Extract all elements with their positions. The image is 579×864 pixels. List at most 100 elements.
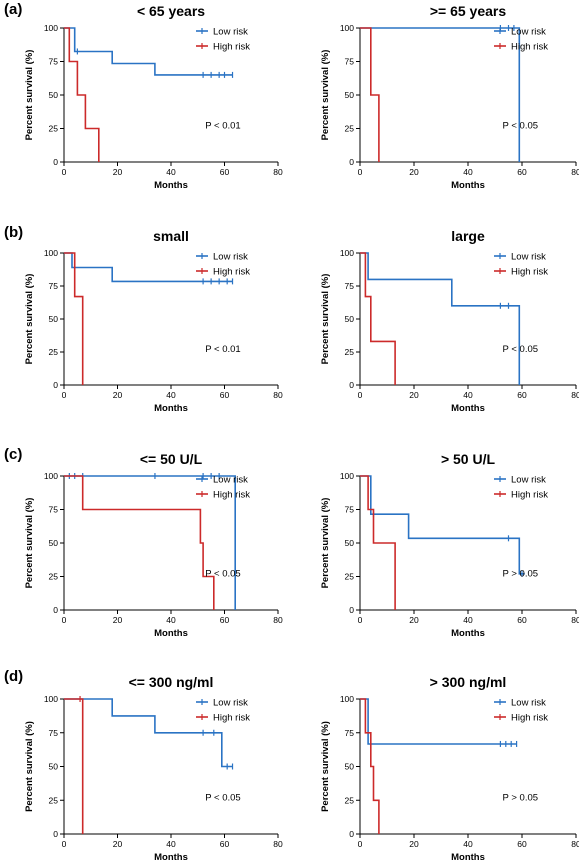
chart-le50-series-high-risk-line <box>64 475 215 610</box>
chart-large-legend-low-risk-label: Low risk <box>511 252 546 263</box>
chart-large-y-tick-label: 25 <box>345 347 355 357</box>
panel-label-d: (d) <box>4 668 23 685</box>
chart-le50-x-tick-label: 80 <box>273 615 283 625</box>
chart-lt65-x-tick-label: 80 <box>273 167 283 177</box>
chart-ge65-title: >= 65 years <box>430 3 507 19</box>
chart-small-x-tick-label: 80 <box>273 390 283 400</box>
chart-gt300-y-tick-label: 100 <box>340 694 354 704</box>
chart-le300-series-high-risk-line <box>64 698 84 834</box>
chart-le300-x-tick-label: 0 <box>62 839 67 849</box>
chart-gt300-y-axis-label: Percent survival (%) <box>320 721 331 812</box>
chart-ge65-y-tick-label: 75 <box>345 57 355 67</box>
chart-lt65-y-tick-label: 50 <box>49 90 59 100</box>
chart-ge65-legend-low-risk-label: Low risk <box>511 27 546 38</box>
chart-le300-x-tick-label: 80 <box>273 839 283 849</box>
chart-ge65-series-low-risk-line <box>360 27 521 162</box>
chart-small-y-tick-label: 50 <box>49 314 59 324</box>
chart-small: small 0 20 40 60 80 0 25 50 75 100 Months Percent su… <box>24 228 283 414</box>
chart-gt50-y-tick-label: 100 <box>340 471 354 481</box>
chart-large-y-tick-label: 50 <box>345 314 355 324</box>
chart-large-x-tick-label: 20 <box>409 390 419 400</box>
chart-lt65-title: < 65 years <box>137 3 205 19</box>
chart-le50-legend-high-risk-label: High risk <box>213 490 250 501</box>
chart-gt50-y-tick-label: 0 <box>349 605 354 615</box>
chart-ge65-legend-high-risk-label: High risk <box>511 42 548 53</box>
chart-large-y-tick-label: 0 <box>349 380 354 390</box>
chart-gt50-y-axis-label: Percent survival (%) <box>320 498 331 589</box>
chart-gt50: > 50 U/L 0 20 40 60 80 0 25 50 75 100 Months Percent… <box>320 451 579 639</box>
chart-le50-y-tick-label: 0 <box>53 605 58 615</box>
chart-gt300-y-tick-label: 0 <box>349 829 354 839</box>
chart-large-y-tick-label: 75 <box>345 281 355 291</box>
chart-gt50-title: > 50 U/L <box>441 451 496 467</box>
chart-gt300: > 300 ng/ml 0 20 40 60 80 0 25 50 75 100 Months Perc… <box>320 674 579 863</box>
chart-small-y-axis-label: Percent survival (%) <box>24 274 35 365</box>
chart-ge65-x-tick-label: 60 <box>517 167 527 177</box>
chart-ge65-y-tick-label: 100 <box>340 23 354 33</box>
chart-ge65-y-axis-label: Percent survival (%) <box>320 50 331 141</box>
chart-lt65-y-tick-label: 0 <box>53 157 58 167</box>
chart-large-x-axis-label: Months <box>451 403 485 414</box>
chart-le50-x-axis-label: Months <box>154 628 188 639</box>
chart-le300-legend-high-risk-label: High risk <box>213 713 250 724</box>
chart-ge65-y-tick-label: 50 <box>345 90 355 100</box>
chart-large-series-high-risk-line <box>360 252 396 385</box>
chart-large-x-tick-label: 0 <box>358 390 363 400</box>
chart-le300-y-tick-label: 25 <box>49 795 59 805</box>
chart-gt50-y-tick-label: 75 <box>345 505 355 515</box>
chart-lt65-legend-high-risk-label: High risk <box>213 42 250 53</box>
chart-le50-x-tick-label: 40 <box>166 615 176 625</box>
chart-small-y-tick-label: 100 <box>44 248 58 258</box>
chart-gt50-legend-high-risk-label: High risk <box>511 490 548 501</box>
chart-gt50-x-tick-label: 20 <box>409 615 419 625</box>
chart-small-legend-high-risk-label: High risk <box>213 267 250 278</box>
chart-le50-p-value: P < 0.05 <box>205 569 240 580</box>
chart-small-p-value: P < 0.01 <box>205 344 240 355</box>
chart-lt65-y-tick-label: 75 <box>49 57 59 67</box>
chart-small-x-tick-label: 40 <box>166 390 176 400</box>
chart-le50-y-tick-label: 50 <box>49 538 59 548</box>
chart-small-y-tick-label: 75 <box>49 281 59 291</box>
chart-large-p-value: P < 0.05 <box>503 344 538 355</box>
chart-lt65-y-tick-label: 25 <box>49 124 59 134</box>
chart-lt65-y-axis-label: Percent survival (%) <box>24 50 35 141</box>
chart-lt65-legend-low-risk-label: Low risk <box>213 27 248 38</box>
chart-gt300-x-tick-label: 40 <box>463 839 473 849</box>
chart-lt65-y-tick-label: 100 <box>44 23 58 33</box>
chart-le50-x-tick-label: 60 <box>220 615 230 625</box>
chart-gt50-series-low-risk-line <box>360 475 525 575</box>
chart-gt50-x-tick-label: 80 <box>571 615 579 625</box>
chart-gt300-y-tick-label: 25 <box>345 795 355 805</box>
chart-le50-y-tick-label: 75 <box>49 505 59 515</box>
chart-lt65-x-tick-label: 0 <box>62 167 67 177</box>
chart-small-y-tick-label: 25 <box>49 347 59 357</box>
chart-lt65: < 65 years 0 20 40 60 80 0 25 50 75 100 Months Perce… <box>24 3 283 191</box>
chart-lt65-x-tick-label: 40 <box>166 167 176 177</box>
chart-gt50-x-axis-label: Months <box>451 628 485 639</box>
chart-ge65-y-tick-label: 0 <box>349 157 354 167</box>
panel-label-c: (c) <box>4 446 22 463</box>
chart-ge65-p-value: P < 0.05 <box>503 121 538 132</box>
chart-small-x-tick-label: 60 <box>220 390 230 400</box>
chart-le50-x-tick-label: 0 <box>62 615 67 625</box>
chart-le50-y-tick-label: 25 <box>49 572 59 582</box>
chart-large-y-tick-label: 100 <box>340 248 354 258</box>
chart-ge65-x-tick-label: 40 <box>463 167 473 177</box>
chart-gt50-series-high-risk-line <box>360 475 396 610</box>
chart-large-x-tick-label: 40 <box>463 390 473 400</box>
chart-gt300-title: > 300 ng/ml <box>430 674 507 690</box>
chart-gt50-y-tick-label: 25 <box>345 572 355 582</box>
chart-le300-x-tick-label: 60 <box>220 839 230 849</box>
chart-le300-x-axis-label: Months <box>154 852 188 863</box>
chart-gt300-legend-low-risk-label: Low risk <box>511 698 546 709</box>
chart-gt50-legend-low-risk-label: Low risk <box>511 475 546 486</box>
chart-small-series-low-risk-line <box>64 252 233 283</box>
chart-large: large 0 20 40 60 80 0 25 50 75 100 Months Percent su… <box>320 228 579 414</box>
panel-label-a: (a) <box>4 1 22 18</box>
chart-ge65: >= 65 years 0 20 40 60 80 0 25 50 75 100 Months Perc… <box>320 3 579 191</box>
chart-gt50-p-value: P > 0.05 <box>503 569 538 580</box>
chart-gt300-series-high-risk-line <box>360 698 380 834</box>
chart-ge65-x-tick-label: 20 <box>409 167 419 177</box>
chart-le50-y-axis-label: Percent survival (%) <box>24 498 35 589</box>
